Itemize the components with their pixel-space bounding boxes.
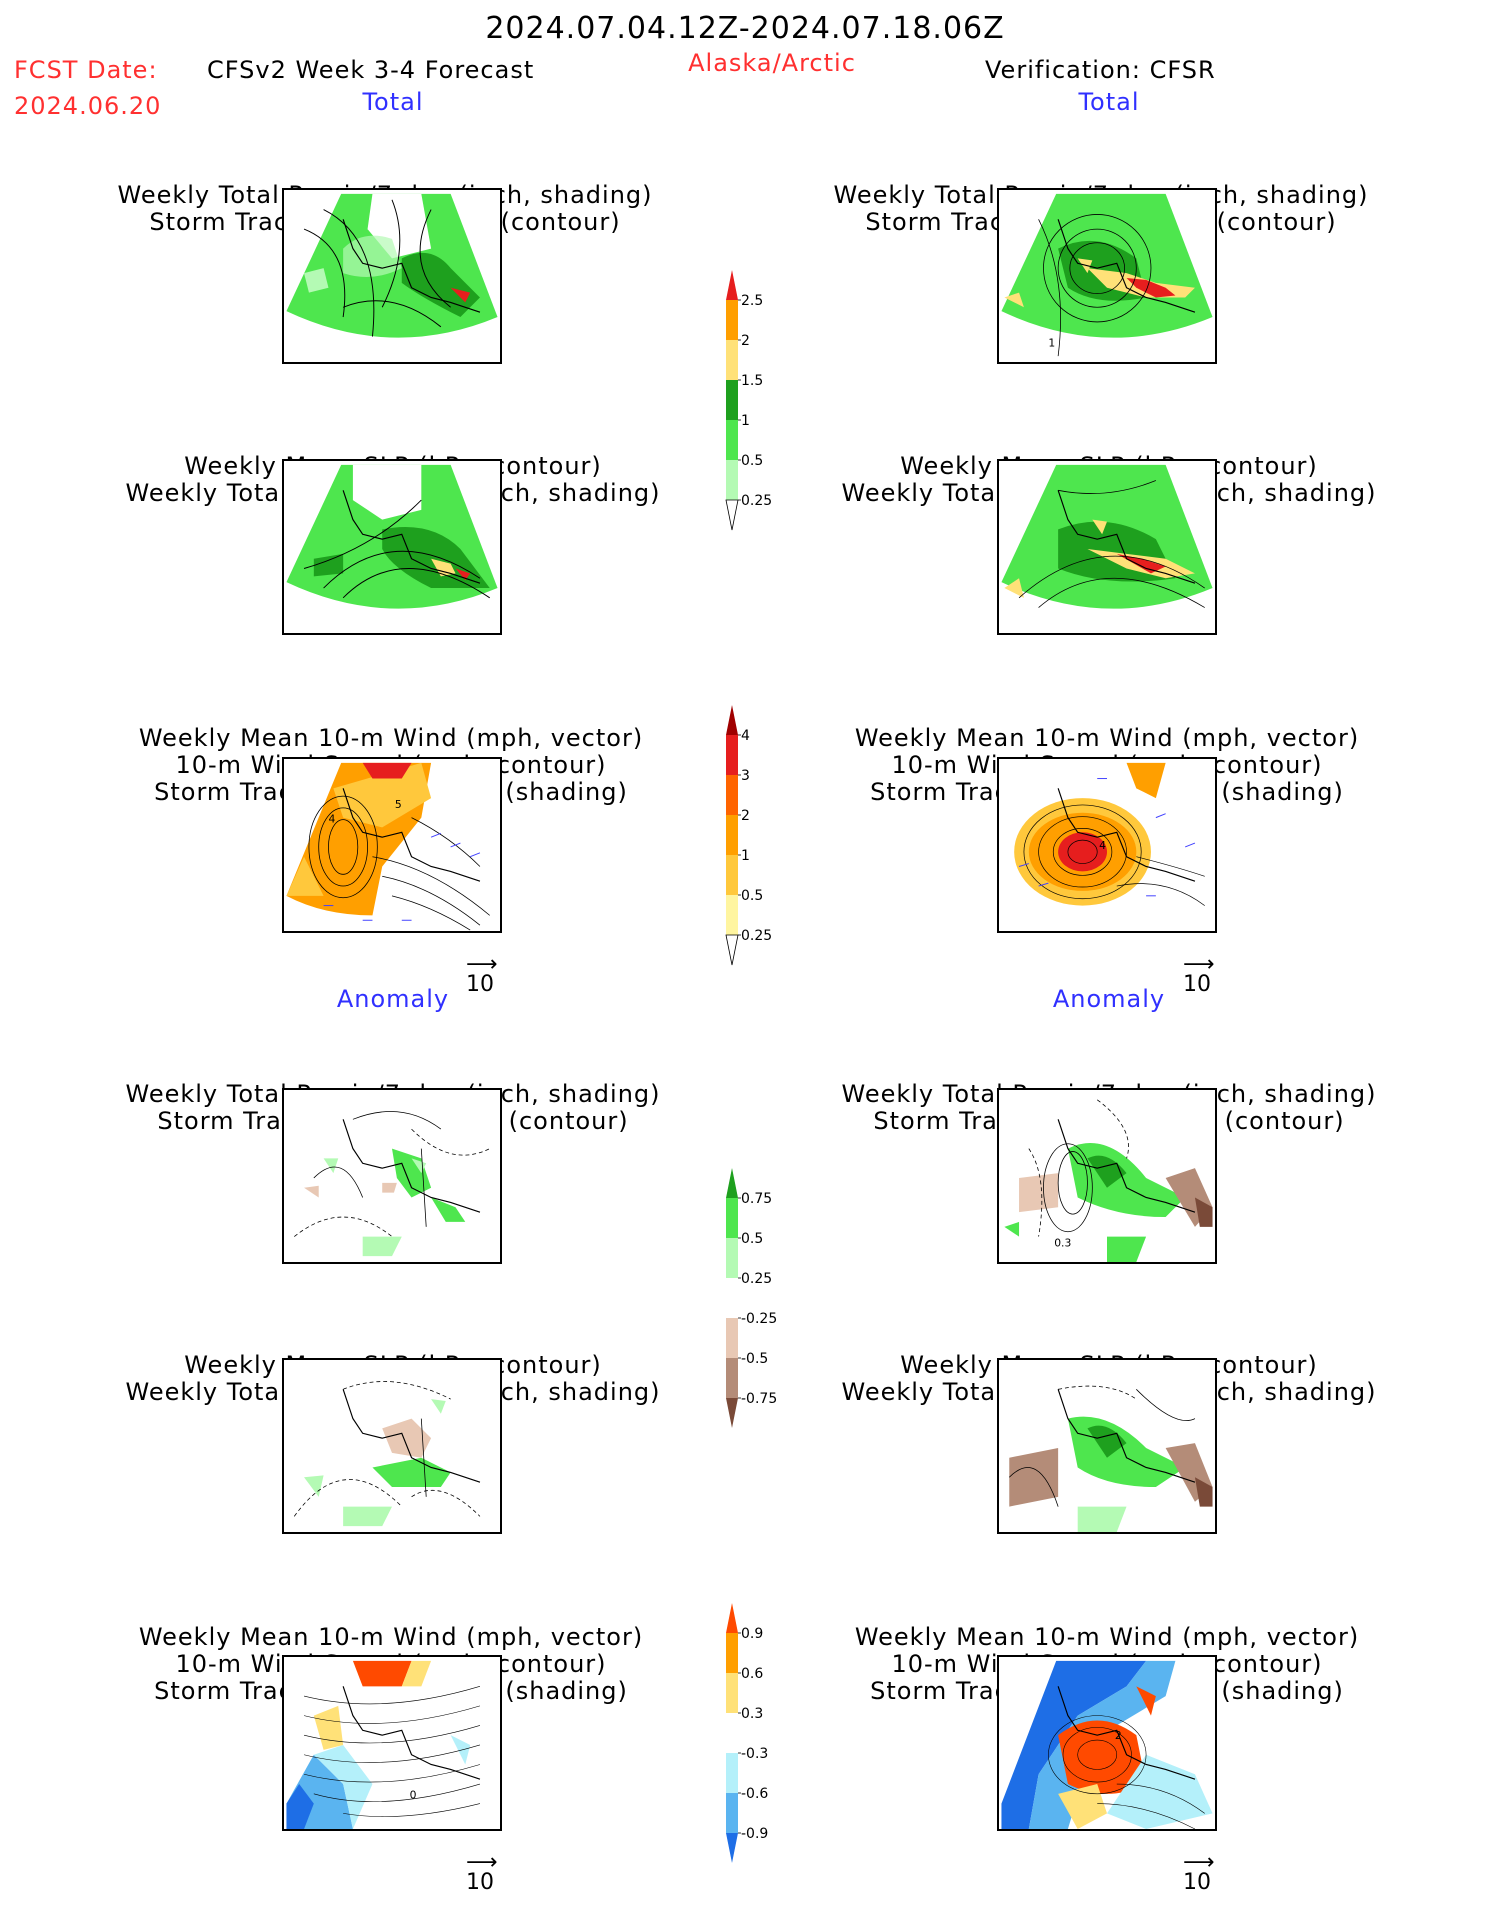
colorbar-precip-anom: 0.75 0.5 0.25 -0.25 -0.5 -0.75: [724, 1168, 794, 1453]
colorbar-tick-label: -0.9: [741, 1826, 768, 1842]
colorbar-tick-label: 0.5: [741, 1231, 763, 1247]
vector-reference-right-total: ⟶ 10: [1183, 952, 1215, 998]
colorbar-storm-total: 4 3 2 1 0.5 0.25: [724, 705, 784, 990]
colorbar-tick-label: -0.6: [741, 1786, 768, 1802]
map-panel-right-total-precip: 1: [997, 188, 1217, 364]
colorbar-segment: [726, 460, 738, 500]
map-panel-left-total-precip: [282, 188, 502, 364]
colorbar-segment: [725, 934, 739, 966]
colorbar-tick-label: -0.25: [741, 1311, 777, 1327]
vector-arrow-icon: ⟶: [1183, 1850, 1215, 1875]
colorbar-tick-label: -0.75: [741, 1391, 777, 1407]
map-panel-left-anom-slp: [282, 1358, 502, 1534]
colorbar-tick-label: -0.3: [741, 1746, 768, 1762]
colorbar-tick-label: 1: [741, 848, 750, 864]
map-panel-right-anom-precip: 0.3: [997, 1088, 1217, 1264]
colorbar-tick-label: 0.5: [741, 888, 763, 904]
colorbar-segment: [726, 270, 738, 300]
map-panel-right-total-wind: 4: [997, 757, 1217, 933]
colorbar-segment: [726, 1278, 738, 1318]
map-panel-left-anom-precip: [282, 1088, 502, 1264]
colorbar-tick-label: 3: [741, 768, 750, 784]
map-panel-right-anom-wind: 2: [997, 1655, 1217, 1831]
colorbar-segment: [725, 499, 739, 531]
colorbar-tick-label: 1.5: [741, 373, 763, 389]
colorbar-tick-label: 4: [741, 728, 750, 744]
colorbar-storm-anom: 0.9 0.6 0.3 -0.3 -0.6 -0.9: [724, 1603, 794, 1888]
colorbar-tick-label: 1: [741, 413, 750, 429]
colorbar-segment: [726, 705, 738, 735]
colorbar-tick-label: 0.6: [741, 1666, 763, 1682]
colorbar-segment: [726, 815, 738, 855]
colorbar-segment: [726, 420, 738, 460]
colorbar-segment: [726, 1603, 738, 1633]
map-panel-right-anom-slp: [997, 1358, 1217, 1534]
colorbar-tick-label: 0.5: [741, 453, 763, 469]
contour-label: 5: [395, 798, 402, 811]
colorbar-segment: [726, 340, 738, 380]
vector-reference-right-anom: ⟶ 10: [1183, 1850, 1215, 1896]
section-anomaly-left: Anomaly: [336, 985, 450, 1013]
vector-arrow-icon: ⟶: [1183, 952, 1215, 977]
contour-label: 0.3: [1054, 1236, 1071, 1249]
colorbar-segment: [726, 380, 738, 420]
colorbar-segment: [726, 300, 738, 340]
vector-reference-left-anom: ⟶ 10: [466, 1850, 498, 1896]
section-total-left: Total: [362, 88, 424, 116]
colorbar-tick-label: 2: [741, 808, 750, 824]
map-panel-left-total-slp: [282, 459, 502, 635]
colorbar-tick-label: 0.9: [741, 1626, 763, 1642]
map-panel-left-total-wind: 4 5: [282, 757, 502, 933]
colorbar-segment: [726, 1833, 738, 1863]
vector-arrow-icon: ⟶: [466, 952, 498, 977]
colorbar-segment: [726, 1198, 738, 1238]
fcst-date-value: 2024.06.20: [14, 92, 162, 120]
contour-label: 4: [328, 813, 335, 826]
colorbar-tick-label: 0.25: [741, 928, 772, 944]
vector-arrow-icon: ⟶: [466, 1850, 498, 1875]
colorbar-segment: [726, 1753, 738, 1793]
fcst-date-label: FCST Date:: [14, 56, 158, 84]
colorbar-tick-label: 0.25: [741, 1271, 772, 1287]
colorbar-tick-label: 0.25: [741, 493, 772, 509]
colorbar-tick-label: 2.5: [741, 293, 763, 309]
colorbar-precip-total: 2.5 2 1.5 1 0.5 0.25: [724, 270, 784, 555]
colorbar-segment: [726, 1238, 738, 1278]
date-range-title: 2024.07.04.12Z-2024.07.18.06Z: [485, 11, 1005, 46]
map-panel-right-total-slp: [997, 459, 1217, 635]
colorbar-tick-label: -0.5: [741, 1351, 768, 1367]
colorbar-segment: [726, 1673, 738, 1713]
colorbar-segment: [726, 1318, 738, 1358]
section-anomaly-right: Anomaly: [1052, 985, 1166, 1013]
section-total-right: Total: [1078, 88, 1140, 116]
colorbar-tick-label: 0.75: [741, 1191, 772, 1207]
colorbar-segment: [726, 735, 738, 775]
colorbar-tick-label: 0.3: [741, 1706, 763, 1722]
verification-label: Verification: CFSR: [985, 56, 1216, 84]
colorbar-segment: [726, 1168, 738, 1198]
region-label: Alaska/Arctic: [688, 49, 856, 77]
contour-label: 0: [410, 1789, 417, 1802]
colorbar-segment: [726, 1793, 738, 1833]
map-panel-left-anom-wind: 0: [282, 1655, 502, 1831]
colorbar-tick-label: 2: [741, 333, 750, 349]
contour-label: 1: [1048, 336, 1055, 349]
colorbar-segment: [726, 1398, 738, 1428]
model-label: CFSv2 Week 3-4 Forecast: [207, 56, 535, 84]
colorbar-segment: [726, 1358, 738, 1398]
vector-reference-left-total: ⟶ 10: [466, 952, 498, 998]
colorbar-segment: [726, 1713, 738, 1753]
colorbar-segment: [726, 775, 738, 815]
colorbar-segment: [726, 855, 738, 895]
colorbar-segment: [726, 895, 738, 935]
colorbar-segment: [726, 1633, 738, 1673]
contour-label: 4: [1099, 839, 1106, 852]
contour-label: 2: [1115, 1729, 1122, 1742]
